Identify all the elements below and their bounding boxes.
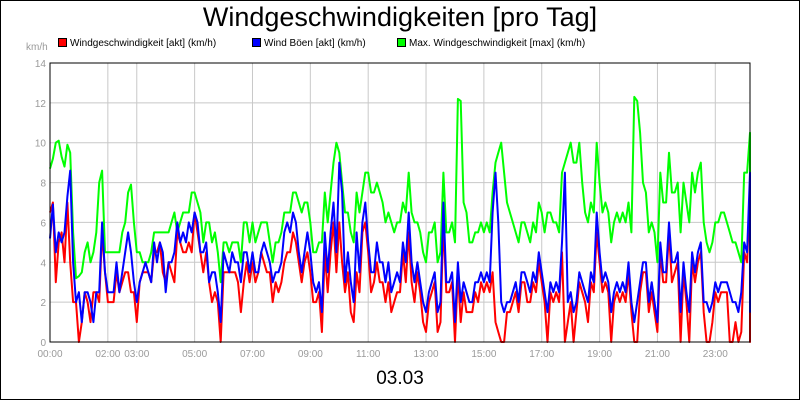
series-line-max [49,95,751,284]
date-label: 03.03 [376,368,424,389]
x-tick-label: 07:00 [240,349,265,360]
y-unit-label: km/h [26,42,48,53]
y-tick-label: 0 [40,338,46,349]
chart-title: Windgeschwindigkeiten [pro Tag] [202,2,598,32]
x-tick-label: 00:00 [37,349,62,360]
y-tick-label: 10 [35,139,47,150]
x-tick-label: 13:00 [414,349,439,360]
legend-label: Wind Böen [akt] (km/h) [264,38,366,49]
series-line-gusts [49,161,751,324]
legend-swatch-blue [252,38,261,47]
x-tick-label: 02:00 [95,349,120,360]
y-tick-label: 12 [35,99,47,110]
legend-swatch-green [397,38,406,47]
y-tick-label: 4 [40,258,46,269]
legend-label: Windgeschwindigkeit [akt] (km/h) [70,38,217,49]
y-tick-label: 6 [40,218,46,229]
legend-item-max: Max. Windgeschwindigkeit [max] (km/h) [397,38,585,49]
y-tick-label: 8 [40,179,46,190]
legend-label: Max. Windgeschwindigkeit [max] (km/h) [409,38,586,49]
y-tick-label: 2 [40,298,46,309]
x-tick-label: 15:00 [471,349,496,360]
x-tick-label: 21:00 [645,349,670,360]
legend-swatch-red [58,38,67,47]
legend-item-gusts: Wind Böen [akt] (km/h) [252,38,366,49]
x-tick-label: 11:00 [356,349,381,360]
x-tick-label: 09:00 [298,349,323,360]
plot-background [50,63,750,342]
x-tick-label: 03:00 [124,349,149,360]
x-tick-label: 19:00 [587,349,612,360]
x-tick-label: 23:00 [703,349,728,360]
plot-border [49,62,751,343]
legend-item-wind-speed: Windgeschwindigkeit [akt] (km/h) [58,38,216,49]
y-tick-label: 14 [35,59,47,70]
x-tick-label: 05:00 [182,349,207,360]
x-tick-label: 17:00 [529,349,554,360]
